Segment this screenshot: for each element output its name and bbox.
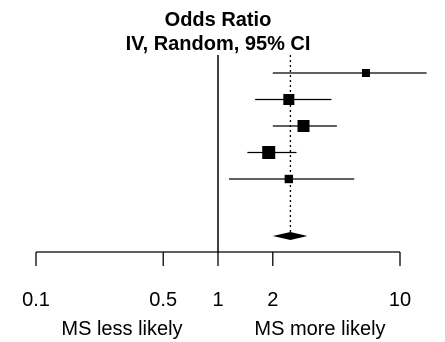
plot-area: 0.1 0.5 1 2 10 — [22, 55, 427, 311]
x-tick-label: 10 — [389, 289, 411, 311]
study-marker — [283, 94, 295, 105]
chart-title: Odds Ratio — [165, 9, 272, 31]
study-marker — [361, 69, 370, 77]
study-marker — [297, 120, 310, 132]
x-tick-label: 0.1 — [22, 289, 50, 311]
study-marker — [284, 174, 294, 184]
direction-label-right: MS more likely — [254, 318, 385, 340]
x-tick-label: 0.5 — [149, 289, 177, 311]
x-tick-label: 2 — [267, 289, 278, 311]
direction-label-left: MS less likely — [61, 318, 182, 340]
pooled-diamond — [272, 232, 308, 240]
study-marker — [262, 146, 276, 159]
x-tick-label: 1 — [212, 289, 223, 311]
chart-subtitle: IV, Random, 95% CI — [126, 33, 311, 55]
